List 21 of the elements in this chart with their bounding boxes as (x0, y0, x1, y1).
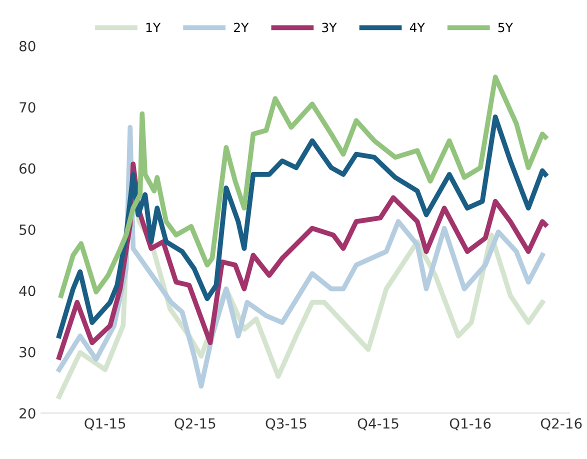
y-tick-label: 40 (19, 286, 36, 296)
x-tick-label: Q4-15 (358, 418, 398, 430)
y-tick-label: 70 (20, 102, 36, 113)
y-tick-label: 30 (20, 346, 36, 358)
legend-label: 4Y (410, 22, 425, 32)
legend-label: 1Y (146, 22, 161, 32)
legend-label: 3Y (322, 22, 337, 32)
line-series (56, 162, 548, 360)
x-tick-label: Q1-15 (84, 418, 126, 430)
y-tick-label: 80 (19, 40, 36, 52)
x-tick-label: Q3-15 (266, 418, 306, 430)
y-tick-label: 20 (20, 408, 36, 419)
y-tick-label: 60 (20, 163, 36, 174)
line-series (58, 74, 548, 298)
x-tick-label: Q2-16 (540, 418, 582, 430)
x-tick-label: Q1-16 (450, 418, 491, 430)
y-tick-label: 50 (20, 224, 36, 235)
legend-label: 2Y (234, 22, 249, 32)
x-tick-label: Q2-15 (174, 418, 216, 430)
line-series (56, 114, 548, 338)
legend-label: 5Y (498, 22, 513, 32)
